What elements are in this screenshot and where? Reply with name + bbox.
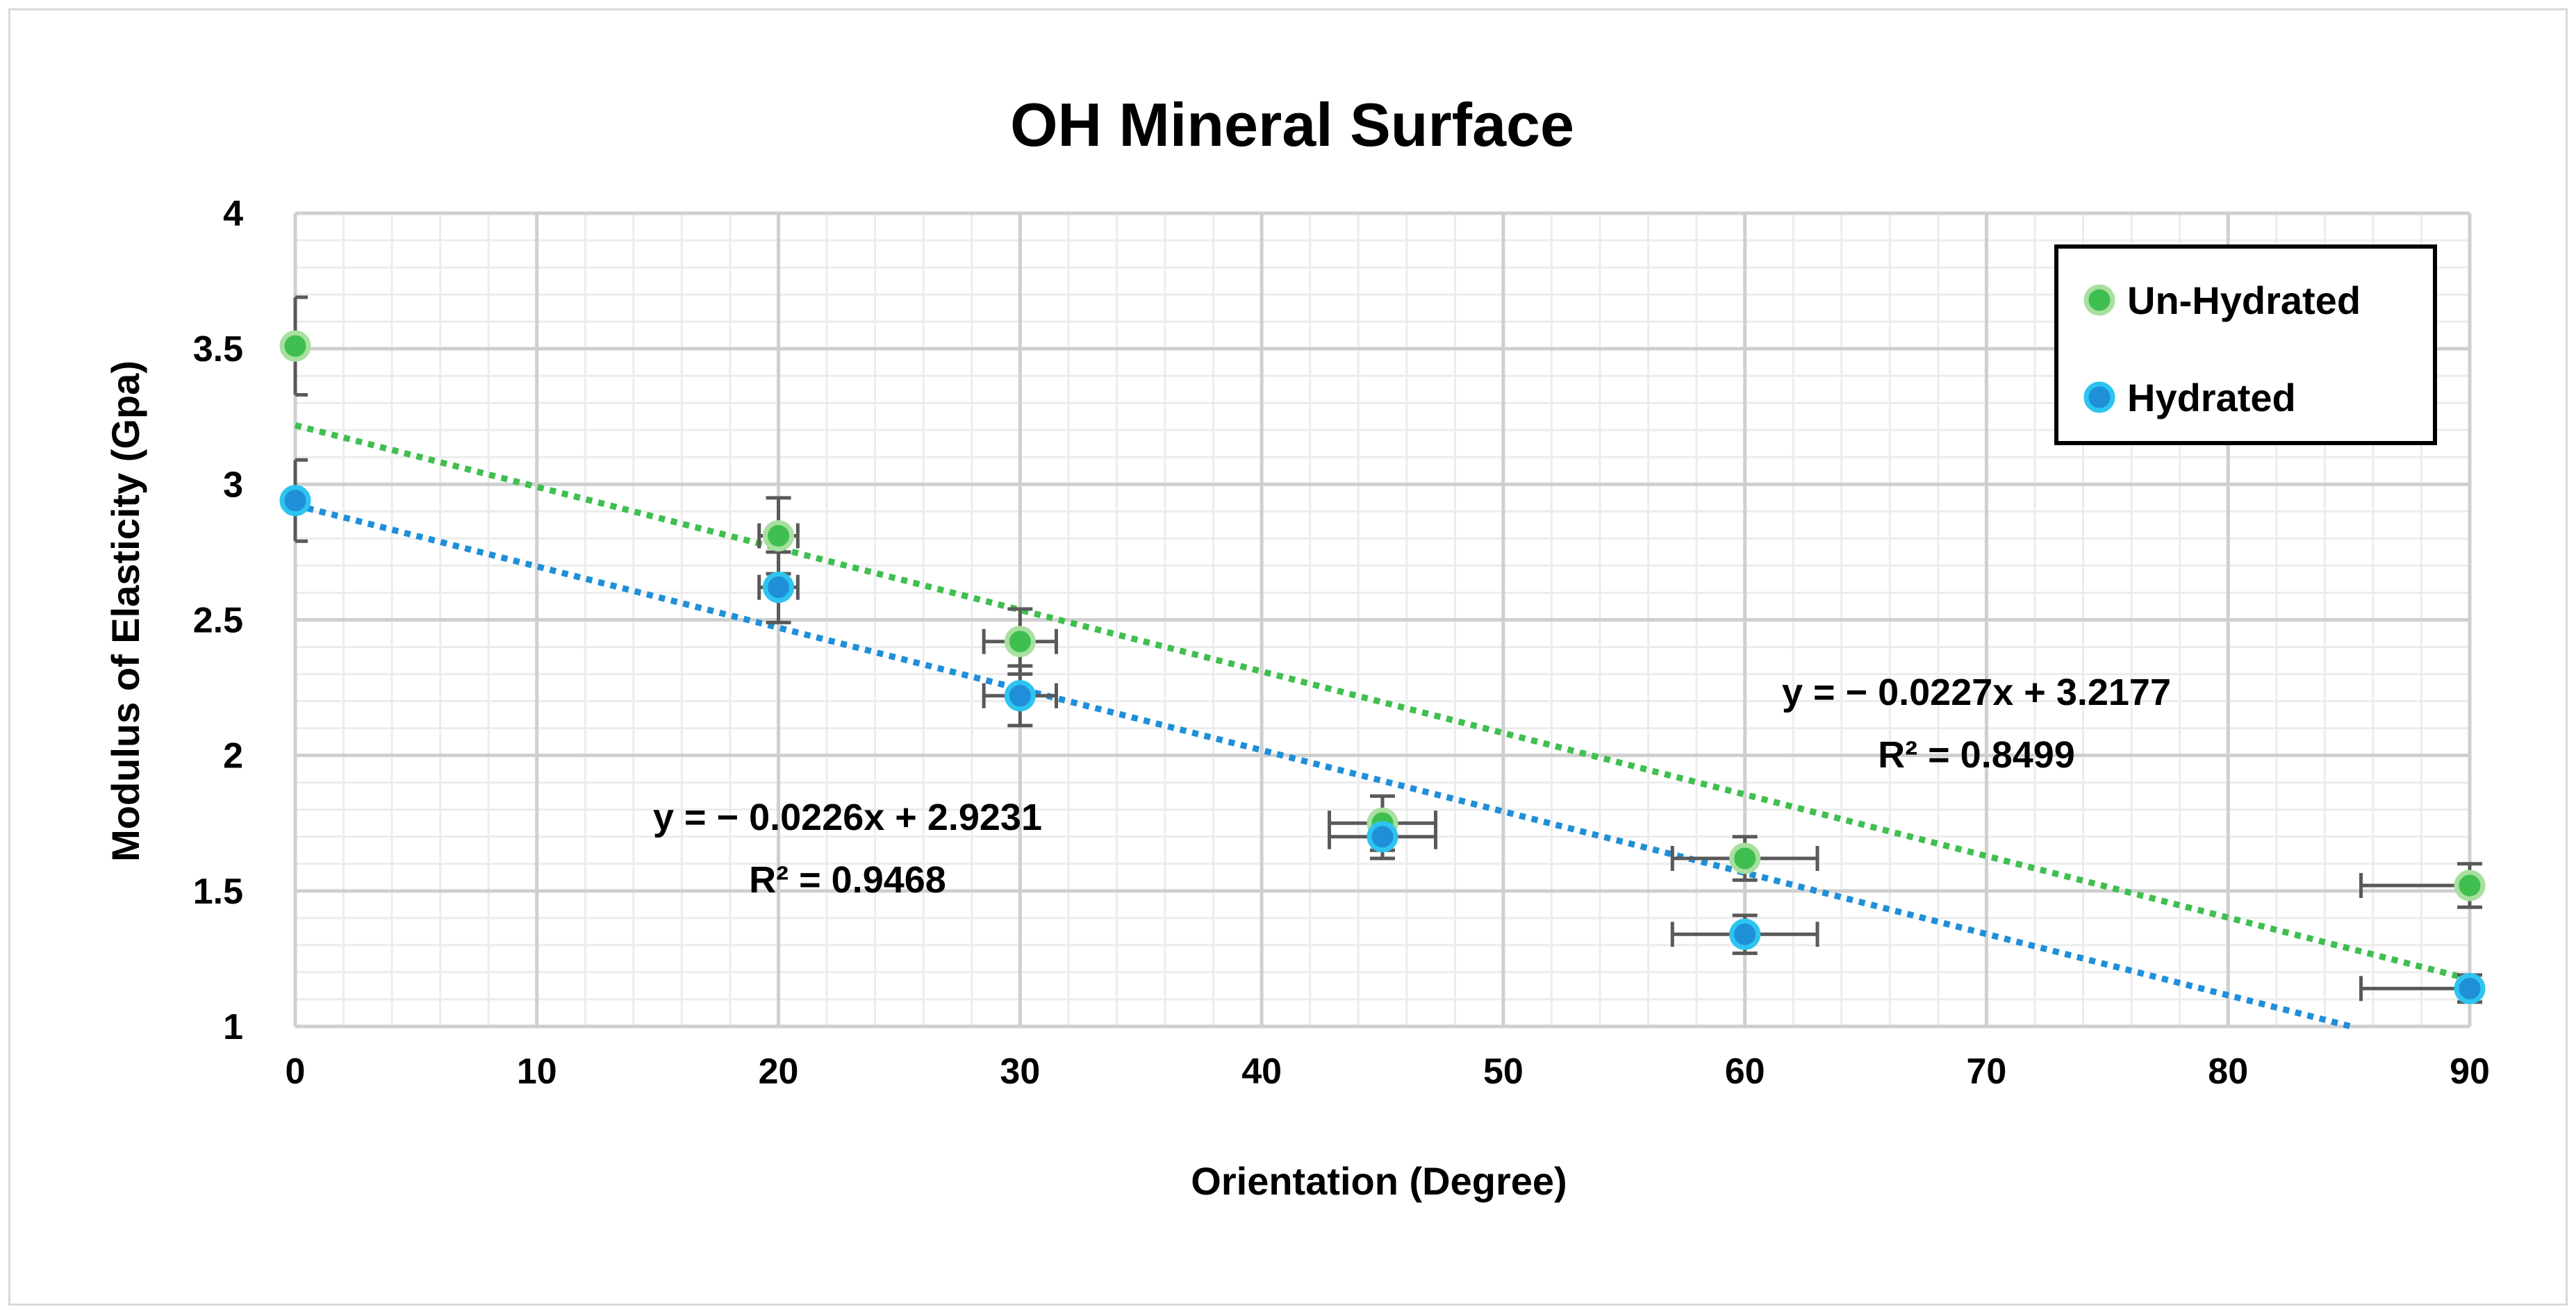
- x-tick-label: 10: [517, 1051, 557, 1092]
- hydrated-r2: R² = 0.9468: [749, 859, 946, 901]
- x-tick-label: 20: [759, 1051, 799, 1092]
- x-tick-label: 90: [2450, 1051, 2490, 1092]
- legend-hydrated-label: Hydrated: [2127, 376, 2296, 419]
- data-point-un-hydrated: [279, 330, 311, 362]
- x-tick-label: 30: [1000, 1051, 1040, 1092]
- data-point-hydrated: [1367, 821, 1398, 853]
- grid-major: [293, 211, 2472, 1029]
- x-tick-label: 60: [1725, 1051, 1765, 1092]
- y-axis-ticks: 1 1.5 2 2.5 3 3.5 4: [193, 194, 243, 1047]
- x-tick-label: 0: [286, 1051, 306, 1092]
- y-tick-label: 4: [223, 194, 243, 234]
- hydrated-equation: y = − 0.0226x + 2.9231: [653, 797, 1042, 838]
- y-axis-label: Modulus of Elasticity (Gpa): [104, 360, 147, 862]
- trendlines: [294, 422, 2471, 1030]
- x-axis-ticks: 0 10 20 30 40 50 60 70 80 90: [286, 1051, 2490, 1092]
- data-point-hydrated: [1729, 918, 1761, 950]
- data-point-hydrated: [763, 572, 795, 604]
- legend: Un-Hydrated Hydrated: [2054, 244, 2437, 445]
- data-point-un-hydrated: [1004, 626, 1036, 658]
- x-tick-label: 50: [1483, 1051, 1524, 1092]
- unhydrated-r2: R² = 0.8499: [1878, 734, 2075, 776]
- unhydrated-equation: y = − 0.0227x + 3.2177: [1782, 672, 2171, 713]
- data-point-un-hydrated: [763, 519, 795, 551]
- legend-hydrated-marker: [2083, 381, 2115, 413]
- data-point-hydrated: [2454, 972, 2486, 1004]
- legend-unhydrated-label: Un-Hydrated: [2127, 278, 2361, 322]
- data-point-un-hydrated: [1729, 842, 1761, 874]
- y-tick-label: 2: [223, 736, 243, 776]
- data-points: [279, 330, 2486, 1004]
- y-tick-label: 1.5: [193, 872, 243, 912]
- chart-frame: [8, 8, 2568, 1306]
- x-axis-label: Orientation (Degree): [1191, 1159, 1567, 1203]
- chart-title: OH Mineral Surface: [1010, 90, 1574, 159]
- trendline-hydrated: [294, 501, 2352, 1030]
- y-tick-label: 3: [223, 465, 243, 505]
- y-tick-label: 2.5: [193, 601, 243, 641]
- y-tick-label: 3.5: [193, 329, 243, 369]
- data-point-hydrated: [1004, 680, 1036, 712]
- data-point-hydrated: [279, 485, 311, 517]
- x-tick-label: 80: [2208, 1051, 2248, 1092]
- x-tick-label: 70: [1967, 1051, 2007, 1092]
- x-tick-label: 40: [1241, 1051, 1282, 1092]
- y-tick-label: 1: [223, 1007, 243, 1047]
- data-point-un-hydrated: [2454, 870, 2486, 901]
- legend-box: [2054, 244, 2437, 445]
- legend-unhydrated-marker: [2083, 284, 2115, 316]
